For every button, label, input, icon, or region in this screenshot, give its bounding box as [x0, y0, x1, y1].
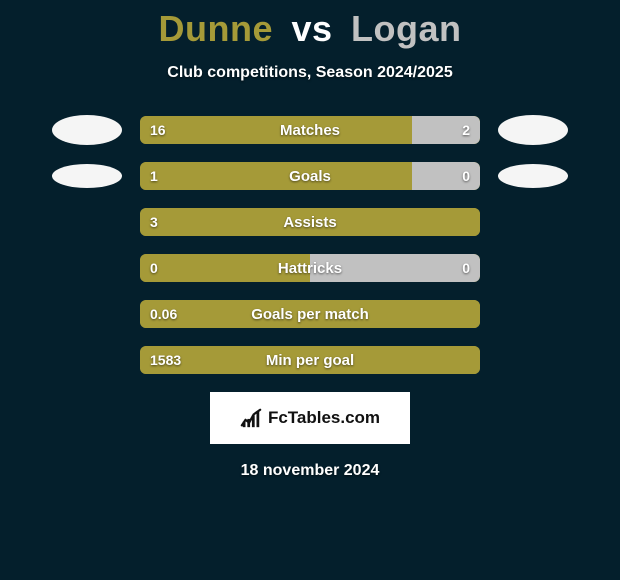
stat-row: Goals10 [0, 162, 620, 190]
stat-bar: Hattricks00 [140, 254, 480, 282]
stat-row: Goals per match0.06 [0, 300, 620, 328]
ellipse-icon [498, 115, 568, 145]
bar-segment-left [140, 116, 412, 144]
bar-segment-right [412, 162, 480, 190]
stat-row: Min per goal1583 [0, 346, 620, 374]
ellipse-icon [52, 164, 122, 188]
stat-bar: Goals10 [140, 162, 480, 190]
chart-icon [240, 407, 262, 429]
stat-bar: Assists3 [140, 208, 480, 236]
team-logo-left [52, 116, 122, 144]
ellipse-icon [52, 115, 122, 145]
page-title: Dunne vs Logan [0, 0, 620, 50]
team-logo-right [498, 162, 568, 190]
source-logo-text: FcTables.com [268, 408, 380, 428]
comparison-bars: Matches162 Goals10 Assists3 Hattricks00 Goal… [0, 116, 620, 374]
stat-row: Hattricks00 [0, 254, 620, 282]
title-player1: Dunne [158, 8, 273, 49]
title-vs: vs [291, 8, 332, 49]
ellipse-icon [498, 164, 568, 188]
bar-segment-left [140, 208, 480, 236]
stat-bar: Goals per match0.06 [140, 300, 480, 328]
bar-segment-right [310, 254, 480, 282]
title-player2: Logan [351, 8, 461, 49]
stat-bar: Matches162 [140, 116, 480, 144]
subtitle: Club competitions, Season 2024/2025 [0, 64, 620, 82]
stat-row: Assists3 [0, 208, 620, 236]
stat-row: Matches162 [0, 116, 620, 144]
bar-segment-left [140, 300, 480, 328]
stat-bar: Min per goal1583 [140, 346, 480, 374]
bar-segment-left [140, 162, 412, 190]
source-logo-box: FcTables.com [210, 392, 410, 444]
bar-segment-right [412, 116, 480, 144]
bar-segment-left [140, 346, 480, 374]
team-logo-right [498, 116, 568, 144]
team-logo-left [52, 162, 122, 190]
date-label: 18 november 2024 [0, 462, 620, 480]
bar-segment-left [140, 254, 310, 282]
